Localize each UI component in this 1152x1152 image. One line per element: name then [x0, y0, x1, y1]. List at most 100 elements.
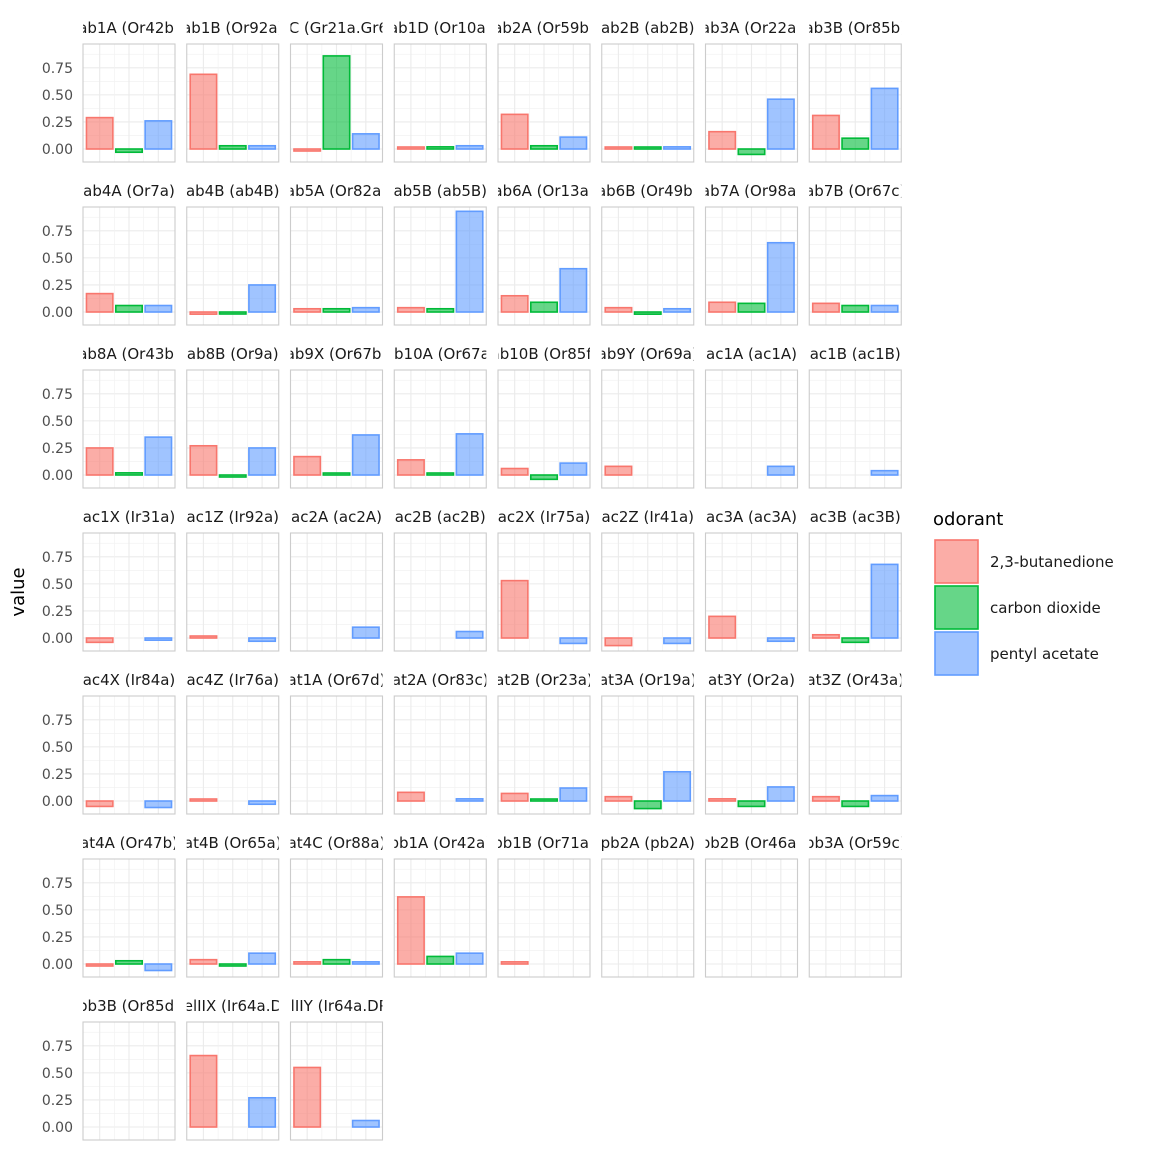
bar-2-3-butanedione: [604, 146, 633, 150]
panel-border: [704, 206, 799, 326]
y-tick-label: 0.75: [42, 1039, 73, 1055]
y-tick-label: 0.25: [42, 1093, 73, 1109]
facet-title: ab9X (Or67b): [286, 345, 388, 363]
facet-panel: ac4Z (Ir76a): [186, 671, 280, 815]
bar-pentyl-acetate: [870, 563, 899, 639]
facet-panel: ab2A (Or59b): [497, 19, 591, 163]
bar-2-3-butanedione: [604, 306, 633, 313]
bar-pentyl-acetate: [248, 284, 277, 313]
legend-item: 2,3-butanedione: [934, 539, 1114, 584]
facet-panel: ab5B (ab5B): [393, 182, 487, 326]
y-tick-label: 0.25: [42, 278, 73, 294]
panel-border: [82, 695, 176, 815]
facet-title: ab4A (Or7a): [83, 182, 175, 200]
bar-carbon-dioxide: [426, 955, 455, 965]
panel-border: [704, 532, 799, 652]
bar-2-3-butanedione: [604, 795, 633, 802]
facet-title: ab5B (ab5B): [393, 182, 487, 200]
bar-pentyl-acetate: [144, 436, 173, 476]
facet-title: DmelIIX (Ir64a.DC4): [158, 997, 308, 1015]
panel-border: [601, 369, 695, 489]
bar-carbon-dioxide: [115, 304, 144, 313]
y-tick-label: 0.50: [42, 740, 73, 756]
bar-2-3-butanedione: [708, 301, 737, 313]
bar-2-3-butanedione: [293, 455, 322, 476]
bar-2-3-butanedione: [293, 148, 322, 152]
facet-title: ab9Y (Or69a): [598, 345, 698, 363]
facet-title: ab10B (Or85f): [491, 345, 598, 363]
facet-panel: ab8B (Or9a): [186, 345, 280, 489]
facet-panel: ac2A (ac2A): [289, 508, 384, 652]
facet-panel: pb3A (Or59c): [805, 834, 906, 978]
panel-border: [497, 206, 591, 326]
facet-panel: ab10B (Or85f): [491, 345, 598, 489]
panel-border: [601, 858, 695, 978]
facet-panel: at3A (Or19a): [601, 671, 695, 815]
facet-panel: ab1D (Or10a): [393, 19, 487, 163]
bar-carbon-dioxide: [115, 472, 144, 476]
bar-pentyl-acetate: [766, 98, 795, 150]
facet-panel: ac2X (Ir75a): [497, 508, 591, 652]
facet-title: ab1A (Or42b): [78, 19, 180, 37]
bar-pentyl-acetate: [663, 770, 692, 802]
bar-pentyl-acetate: [455, 210, 484, 313]
panel-border: [82, 43, 176, 163]
facet-title: pb3B (Or85d): [78, 997, 180, 1015]
facet-title: ab6A (Or13a): [493, 182, 594, 200]
bar-pentyl-acetate: [351, 133, 380, 150]
facet-panel: ab3A (Or22a): [704, 19, 799, 163]
panel-border: [497, 369, 591, 489]
facet-panel: ac1Z (Ir92a): [186, 508, 280, 652]
bar-pentyl-acetate: [248, 1096, 277, 1128]
facet-title: ab2B (ab2B): [601, 19, 695, 37]
facet-panel: ab1A (Or42b) 0.00 0.25 0.50 0.75: [42, 19, 180, 163]
panel-border: [808, 695, 902, 815]
bar-2-3-butanedione: [708, 798, 737, 802]
bar-carbon-dioxide: [841, 304, 870, 313]
facet-panel: ab4A (Or7a) 0.00 0.25 0.50 0.75: [42, 182, 176, 326]
facet-title: ac3A (ac3A): [706, 508, 797, 526]
bar-pentyl-acetate: [766, 241, 795, 313]
bar-carbon-dioxide: [633, 800, 662, 810]
facet-panel: ab8A (Or43b) 0.00 0.25 0.50 0.75: [42, 345, 180, 489]
y-tick-label: 0.00: [42, 957, 73, 973]
facet-title: ac3B (ac3B): [810, 508, 901, 526]
facet-title: ac2Z (Ir41a): [601, 508, 694, 526]
legend-label: pentyl acetate: [990, 645, 1099, 663]
bar-2-3-butanedione: [189, 444, 218, 476]
facet-title: ab10A (Or67a): [385, 345, 496, 363]
panel-border: [808, 532, 902, 652]
bar-carbon-dioxide: [737, 148, 766, 156]
facet-title: pb2B (Or46a): [701, 834, 803, 852]
bar-pentyl-acetate: [663, 307, 692, 313]
facet-title: ab4B (ab4B): [186, 182, 280, 200]
bar-carbon-dioxide: [633, 146, 662, 150]
bar-carbon-dioxide: [841, 137, 870, 150]
y-tick-label: 0.50: [42, 903, 73, 919]
panel-border: [808, 858, 902, 978]
facet-panel: ab5A (Or82a): [289, 182, 384, 326]
panel-border: [393, 369, 487, 489]
bar-carbon-dioxide: [529, 144, 558, 150]
bar-2-3-butanedione: [189, 958, 218, 965]
bar-pentyl-acetate: [870, 87, 899, 150]
bar-pentyl-acetate: [144, 304, 173, 313]
panel-border: [82, 1021, 176, 1141]
panel-border: [82, 369, 176, 489]
facet-panel: ab1C (Gr21a.Gr63a): [289, 19, 384, 163]
facet-panel: at4B (Or65a): [186, 834, 280, 978]
bar-2-3-butanedione: [811, 114, 840, 150]
facet-panel: DmelIIY (Ir64a.DP1m): [289, 997, 384, 1141]
bar-2-3-butanedione: [189, 73, 218, 150]
bar-pentyl-acetate: [351, 626, 380, 639]
panel-border: [186, 369, 280, 489]
panel-border: [289, 369, 384, 489]
facet-title: pb3A (Or59c): [805, 834, 906, 852]
panel-border: [393, 858, 487, 978]
facet-title: ab8A (Or43b): [78, 345, 180, 363]
legend-swatch: [934, 585, 979, 630]
y-tick-label: 0.75: [42, 713, 73, 729]
facet-panel: at2B (Or23a): [497, 671, 591, 815]
bar-carbon-dioxide: [322, 307, 351, 313]
facet-title: ab8B (Or9a): [187, 345, 279, 363]
